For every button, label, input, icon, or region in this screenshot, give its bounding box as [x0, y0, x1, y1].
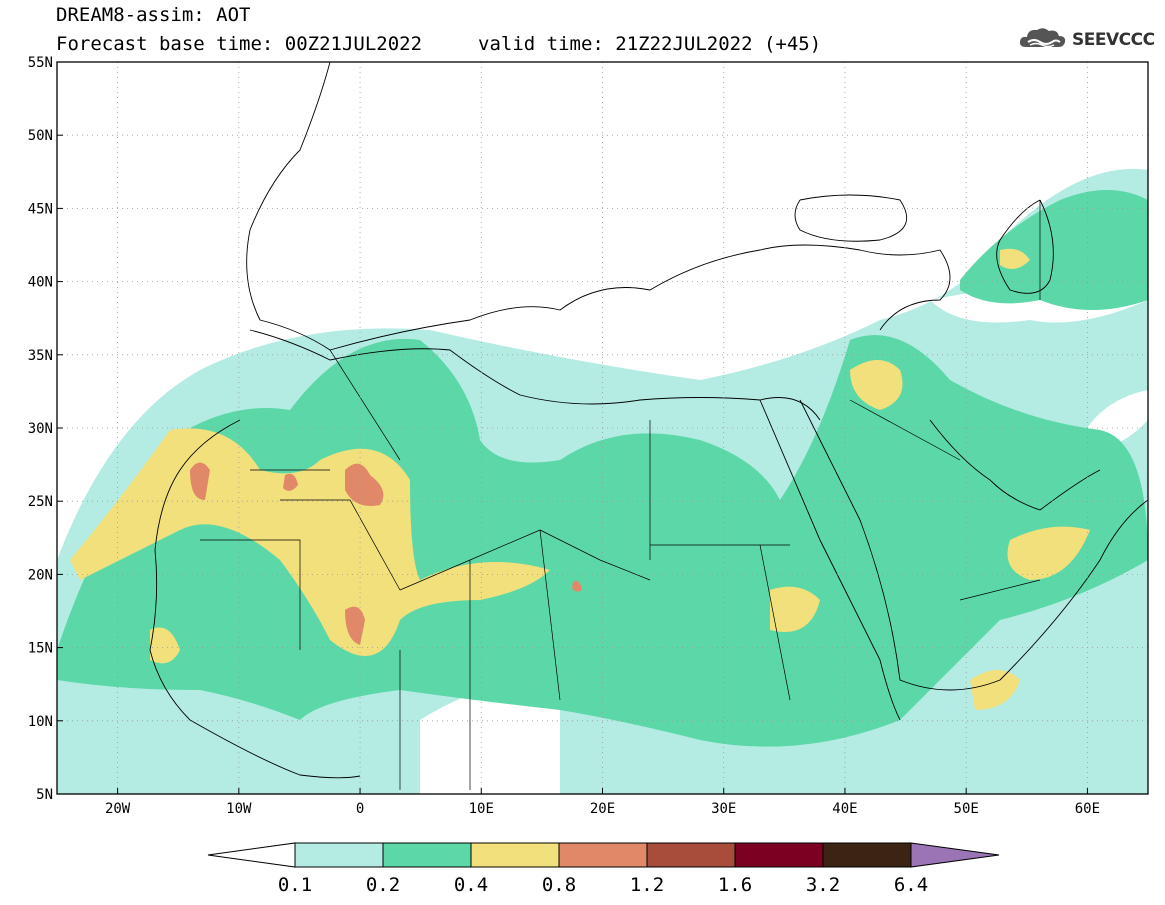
coastline-black-sea — [794, 194, 908, 242]
logo-text: SEEVCCC — [1072, 30, 1155, 50]
lat-tick-label: 40N — [28, 275, 53, 291]
colorbar-label: 0.1 — [278, 874, 312, 896]
lat-tick-label: 50N — [28, 128, 53, 144]
lat-tick-label: 55N — [28, 55, 53, 71]
aot-contour-0.8 — [190, 462, 210, 500]
lon-tick-label: 50E — [954, 801, 979, 817]
graticule — [57, 62, 1148, 794]
lat-tick-label: 15N — [28, 641, 53, 657]
colorbar-label: 6.4 — [894, 874, 928, 896]
coastline-gulf — [929, 419, 1101, 511]
aot-contour-0.4 — [770, 586, 820, 632]
aot-contour-0.4 — [150, 627, 180, 664]
valid-time: valid time: 21Z22JUL2022 (+45) — [478, 33, 822, 55]
colorbar-swatch — [822, 842, 912, 868]
lon-tick-label: 40E — [832, 801, 857, 817]
cloud-logo-icon — [1018, 25, 1068, 55]
aot-contour-0.4 — [1007, 526, 1090, 580]
lat-ticks: 55N 50N 45N 40N 35N 30N 25N 20N 15N 10N 5N — [28, 55, 63, 803]
lon-tick-label: 20E — [590, 801, 615, 817]
aot-field — [57, 168, 1148, 794]
coastline-caspian — [996, 199, 1054, 294]
aot-contour-0.2 — [960, 190, 1148, 310]
lat-tick-label: 10N — [28, 714, 53, 730]
forecast-base-time: Forecast base time: 00Z21JUL2022 — [56, 33, 423, 55]
lat-tick-label: 5N — [36, 787, 53, 803]
colorbar: 0.1 0.2 0.4 0.8 1.2 1.6 3.2 6.4 — [207, 842, 1000, 896]
lon-tick-label: 10E — [469, 801, 494, 817]
coastline-africa-west — [149, 419, 361, 779]
seevccc-logo: SEEVCCC — [1018, 25, 1155, 55]
coastline-africa-north — [249, 329, 821, 421]
aot-contour-0.4 — [970, 670, 1020, 710]
lon-tick-label: 0 — [356, 801, 364, 817]
aot-contour-0.4 — [1000, 248, 1030, 269]
colorbar-label: 0.4 — [454, 874, 488, 896]
colorbar-swatch — [558, 842, 648, 868]
colorbar-over-arrow — [910, 842, 1000, 868]
aot-contour-0.8 — [345, 463, 384, 506]
map-title: DREAM8-assim: AOT — [56, 4, 251, 26]
aot-contour-0.4 — [70, 428, 550, 656]
colorbar-label: 0.2 — [366, 874, 400, 896]
colorbar-swatch — [734, 842, 824, 868]
colorbar-swatch — [294, 842, 384, 868]
colorbar-label: 3.2 — [806, 874, 840, 896]
lon-ticks: 20W 10W 0 10E 20E 30E 40E 50E 60E — [105, 788, 1100, 817]
colorbar-swatch — [382, 842, 472, 868]
coastlines — [149, 62, 1148, 790]
lat-tick-label: 30N — [28, 421, 53, 437]
lat-tick-label: 45N — [28, 201, 53, 217]
lon-tick-label: 20W — [105, 801, 131, 817]
colorbar-under-arrow — [207, 842, 296, 868]
lat-tick-label: 35N — [28, 348, 53, 364]
colorbar-swatch — [646, 842, 736, 868]
lon-tick-label: 30E — [711, 801, 736, 817]
lat-tick-label: 20N — [28, 567, 53, 583]
aot-contour-0.4 — [850, 360, 903, 410]
colorbar-swatch — [470, 842, 560, 868]
aot-contour-0.8 — [572, 581, 582, 592]
colorbar-label: 1.2 — [630, 874, 664, 896]
aot-contour-0.2 — [57, 335, 1148, 747]
coastline-europe — [246, 62, 951, 351]
lat-tick-label: 25N — [28, 494, 53, 510]
country-borders — [200, 200, 1041, 790]
lon-tick-label: 60E — [1075, 801, 1100, 817]
aot-contour-0.8 — [345, 606, 365, 645]
aot-hole — [420, 684, 560, 794]
colorbar-label: 0.8 — [542, 874, 576, 896]
coastline-red-sea — [759, 399, 901, 721]
coastline-arabia — [799, 399, 1148, 691]
aot-contour-0.8 — [283, 473, 298, 491]
colorbar-label: 1.6 — [718, 874, 752, 896]
lon-tick-label: 10W — [226, 801, 252, 817]
